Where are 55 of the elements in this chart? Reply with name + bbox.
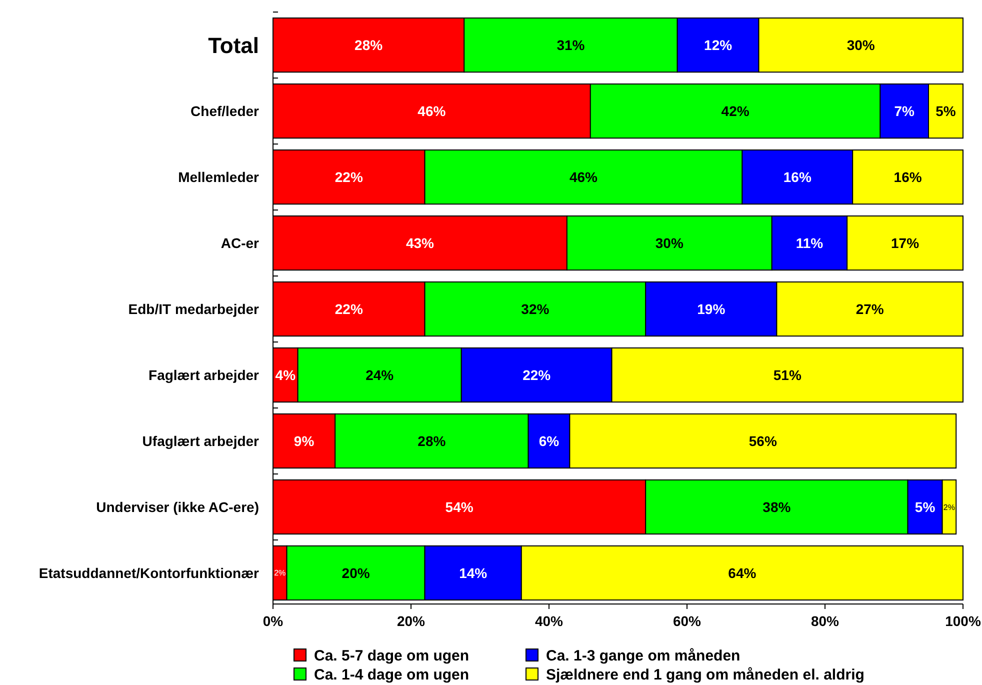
x-tick-label: 100% xyxy=(945,613,982,629)
data-label: 42% xyxy=(721,102,750,119)
data-label: 54% xyxy=(445,498,474,515)
data-label: 27% xyxy=(856,300,884,317)
data-label: 5% xyxy=(936,102,956,119)
data-label: 46% xyxy=(569,168,598,185)
y-tick-label: Etatsuddannet/Kontorfunktionær xyxy=(38,564,260,581)
data-label: 56% xyxy=(748,432,778,449)
x-tick-label: 60% xyxy=(672,613,702,629)
y-tick-label: Underviser (ikke AC-ere) xyxy=(96,498,259,515)
data-label: 22% xyxy=(334,300,364,317)
data-label: 6% xyxy=(538,432,560,449)
x-tick-label: 0% xyxy=(262,613,284,629)
y-tick-label: Mellemleder xyxy=(178,168,260,185)
legend-label: Ca. 5-7 dage om ugen xyxy=(314,647,470,664)
data-label: 20% xyxy=(342,564,370,581)
y-tick-label: Ufaglært arbejder xyxy=(142,432,260,449)
legend-label: Ca. 1-3 gange om måneden xyxy=(546,647,740,664)
data-label: 17% xyxy=(891,234,920,251)
y-tick-label: AC-er xyxy=(220,234,260,251)
data-label: 14% xyxy=(459,564,488,581)
data-label: 38% xyxy=(762,498,792,515)
data-label: 64% xyxy=(728,564,757,581)
x-tick-label: 80% xyxy=(810,613,840,629)
data-label: 16% xyxy=(894,168,922,185)
y-tick-label: Chef/leder xyxy=(190,102,260,119)
data-label: 28% xyxy=(354,36,384,53)
data-label: 28% xyxy=(418,432,446,449)
data-label: 22% xyxy=(334,168,364,185)
legend-label: Ca. 1-4 dage om ugen xyxy=(314,666,470,684)
x-tick-label: 20% xyxy=(396,613,426,629)
data-label: 30% xyxy=(655,234,684,251)
y-tick-label: Edb/IT medarbejder xyxy=(128,300,260,317)
legend-label: Sjældnere end 1 gang om måneden el. aldrig xyxy=(546,666,864,684)
data-label: 9% xyxy=(294,432,315,449)
data-label: 12% xyxy=(704,36,733,53)
data-label: 46% xyxy=(418,102,446,119)
data-label: 19% xyxy=(697,300,726,317)
data-label: 7% xyxy=(894,102,916,119)
data-label: 11% xyxy=(796,234,824,251)
data-label: 16% xyxy=(783,168,812,185)
data-label: 30% xyxy=(846,36,876,53)
y-tick-label: Faglært arbejder xyxy=(148,366,260,383)
data-label: 31% xyxy=(556,36,586,53)
data-label: 4% xyxy=(275,366,296,383)
data-label: 2% xyxy=(274,568,286,578)
data-label: 22% xyxy=(522,366,552,383)
data-label: 43% xyxy=(406,234,435,251)
data-label: 5% xyxy=(914,498,936,515)
data-label: 2% xyxy=(943,502,955,512)
y-tick-label: Total xyxy=(208,32,259,58)
data-label: 32% xyxy=(521,300,550,317)
data-label: 24% xyxy=(366,366,394,383)
x-tick-label: 40% xyxy=(534,613,564,629)
data-label: 51% xyxy=(773,366,802,383)
